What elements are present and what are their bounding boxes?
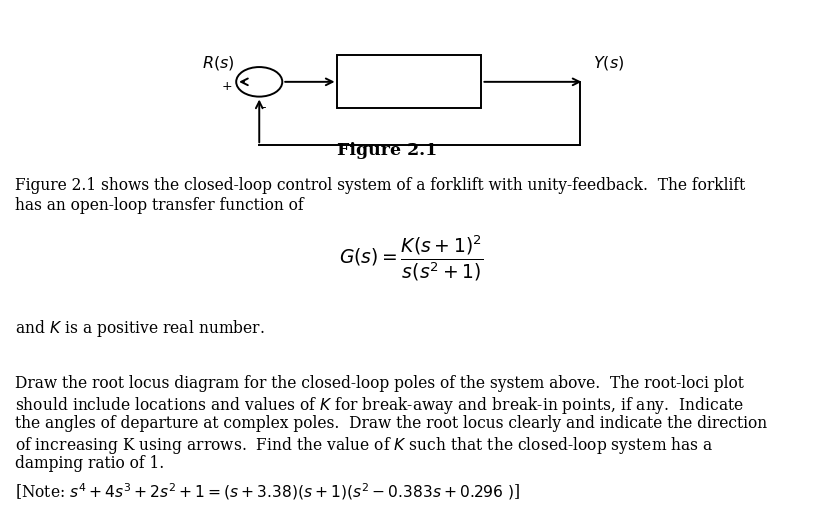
Text: and $K$ is a positive real number.: and $K$ is a positive real number. bbox=[15, 318, 264, 340]
Text: Figure 2.1 shows the closed-loop control system of a forklift with unity-feedbac: Figure 2.1 shows the closed-loop control… bbox=[15, 177, 745, 194]
Text: damping ratio of 1.: damping ratio of 1. bbox=[15, 455, 164, 472]
Text: Figure 2.1: Figure 2.1 bbox=[337, 142, 437, 159]
Text: has an open-loop transfer function of: has an open-loop transfer function of bbox=[15, 197, 304, 214]
Text: [Note: $s^4 + 4s^3 + 2s^2 + 1 = (s + 3.38)(s + 1)(s^2 - 0.383s + 0.296\ )$]: [Note: $s^4 + 4s^3 + 2s^2 + 1 = (s + 3.3… bbox=[15, 481, 520, 502]
Text: the angles of departure at complex poles.  Draw the root locus clearly and indic: the angles of departure at complex poles… bbox=[15, 414, 767, 432]
Text: should include locations and values of $K$ for break-away and break-in points, i: should include locations and values of $… bbox=[15, 394, 744, 416]
Text: -: - bbox=[262, 101, 266, 114]
Text: $Y(s)$: $Y(s)$ bbox=[593, 54, 624, 72]
Text: $G(s) = \dfrac{K(s + 1)^2}{s(s^2 + 1)}$: $G(s) = \dfrac{K(s + 1)^2}{s(s^2 + 1)}$ bbox=[339, 233, 484, 282]
Text: +: + bbox=[221, 80, 232, 93]
Text: $G(s)$: $G(s)$ bbox=[391, 72, 428, 92]
Text: Draw the root locus diagram for the closed-loop poles of the system above.  The : Draw the root locus diagram for the clos… bbox=[15, 374, 744, 392]
Text: $R(s)$: $R(s)$ bbox=[202, 54, 235, 72]
FancyBboxPatch shape bbox=[337, 55, 481, 108]
Text: of increasing K using arrows.  Find the value of $K$ such that the closed-loop s: of increasing K using arrows. Find the v… bbox=[15, 435, 714, 456]
